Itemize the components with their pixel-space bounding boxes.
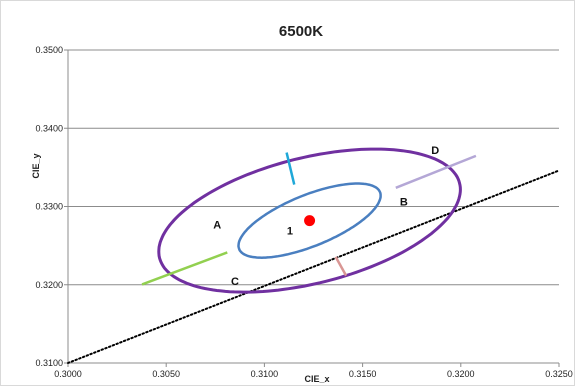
x-axis-label: CIE_x	[304, 374, 329, 384]
x-tick-label-4: 0.3200	[447, 369, 475, 379]
y-axis-label: CIE_y	[31, 153, 41, 178]
zone-label-1: 1	[287, 226, 293, 238]
segment-0	[141, 251, 228, 286]
zone-label-d: D	[431, 145, 439, 157]
y-tick-label-3: 0.3400	[35, 123, 63, 133]
y-tick-label-0: 0.3100	[35, 358, 63, 368]
center-point	[304, 215, 316, 227]
reference-line	[67, 169, 560, 364]
x-tick-label-0: 0.3000	[54, 369, 82, 379]
chart-title: 6500K	[279, 23, 323, 40]
outer-ellipse	[157, 147, 462, 294]
zone-label-a: A	[213, 219, 221, 231]
segment-2	[285, 152, 296, 185]
inner-ellipse-1	[237, 182, 382, 259]
x-tick-label-5: 0.3250	[545, 369, 573, 379]
segment-3	[334, 256, 348, 277]
y-tick-label-1: 0.3200	[35, 280, 63, 290]
zone-label-b: B	[400, 197, 408, 209]
y-tick-label-2: 0.3300	[35, 202, 63, 212]
x-tick-label-3: 0.3150	[349, 369, 377, 379]
x-tick-label-2: 0.3100	[251, 369, 279, 379]
y-tick-label-4: 0.3500	[35, 45, 63, 55]
zone-label-c: C	[231, 276, 239, 288]
x-tick-label-1: 0.3050	[152, 369, 180, 379]
segment-1	[395, 154, 477, 189]
